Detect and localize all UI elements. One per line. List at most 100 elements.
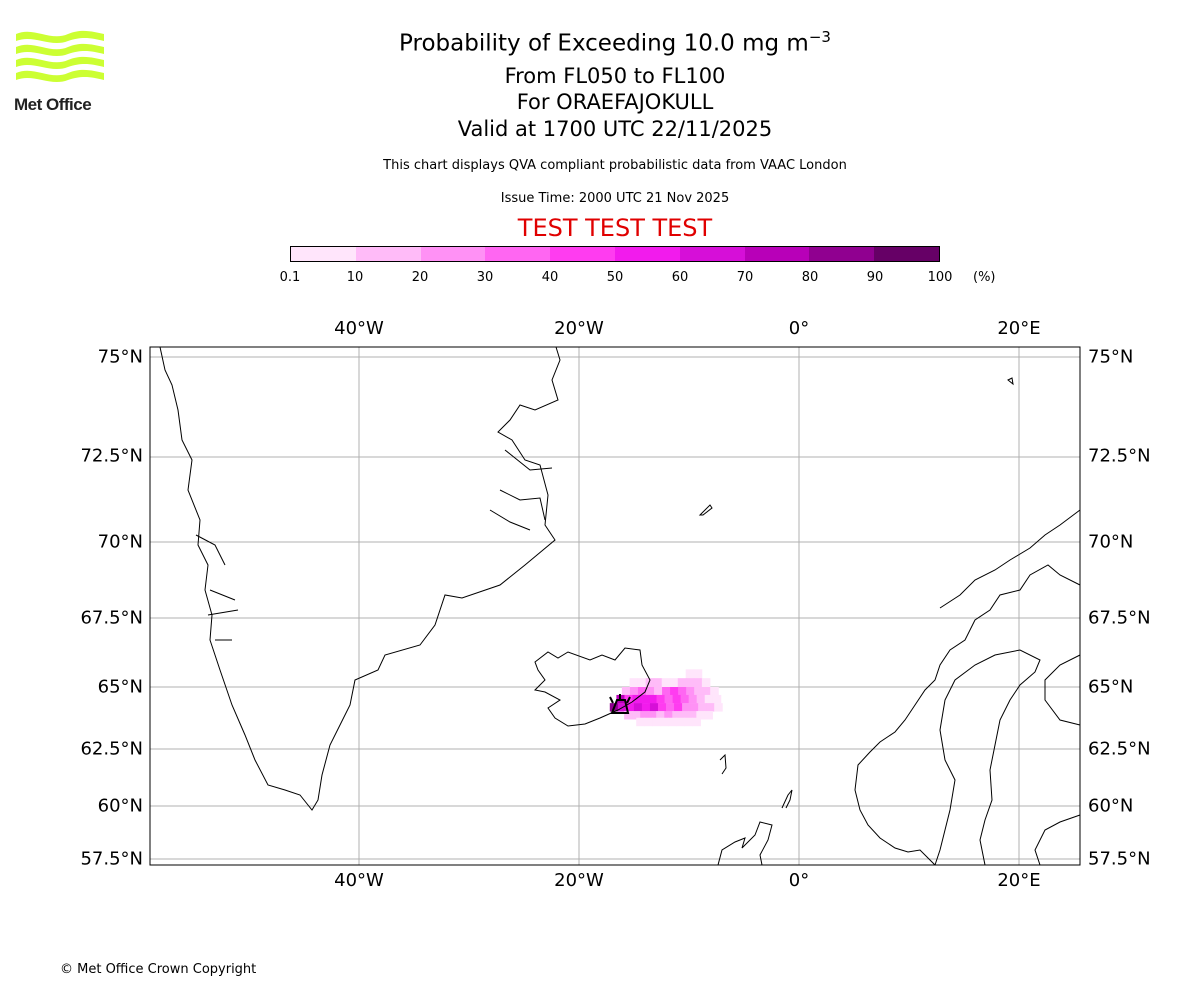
plume-cell [657, 703, 667, 712]
plume-cell [629, 687, 639, 696]
plume-cell [656, 711, 665, 720]
colorbar-tick-label: 10 [346, 270, 364, 285]
plume-cell [712, 694, 722, 704]
title-line-2: From FL050 to FL100 [504, 64, 726, 88]
colorbar-bin [355, 247, 421, 261]
colorbar-tick-label: 30 [476, 270, 494, 285]
plume-cell [714, 703, 723, 712]
title-superscript: −3 [808, 28, 831, 46]
plume-cell [685, 669, 695, 679]
colorbar-tick-label: 100 [927, 270, 953, 285]
plume-cell [637, 678, 647, 688]
colorbar-bin [614, 247, 680, 261]
colorbar-tick-label: 80 [801, 270, 819, 285]
colorbar-bin [874, 247, 939, 261]
title-line-3: For ORAEFAJOKULL [516, 90, 714, 114]
plume-cell [652, 717, 661, 727]
lat-label-left: 65°N [97, 676, 143, 698]
test-banner: TEST TEST TEST [517, 214, 713, 242]
colorbar-tick-label: 40 [541, 270, 559, 285]
plume-cell [704, 694, 714, 704]
coastlines [159, 346, 1081, 866]
colorbar-tick-label: 70 [736, 270, 754, 285]
coast-greenland-fjords [195, 449, 553, 641]
plume-cell [670, 687, 679, 696]
plume-cell [702, 687, 711, 696]
colorbar-unit: (%) [973, 270, 996, 285]
coast-bear-island [1007, 377, 1014, 386]
plume-cell [654, 687, 663, 696]
plume-cell [698, 703, 707, 712]
colorbar-tick-label: 90 [866, 270, 884, 285]
plume-cell [624, 711, 633, 720]
issue-time: Issue Time: 2000 UTC 21 Nov 2025 [500, 191, 730, 206]
plume-cell [685, 678, 695, 688]
plume-cell [641, 703, 651, 712]
colorbar-bin [809, 247, 875, 261]
lon-label-top: 0° [788, 318, 810, 339]
plume-cell [668, 717, 677, 727]
plume-cell [674, 703, 683, 712]
title-main: Probability of Exceeding 10.0 mg m [399, 30, 809, 57]
colorbar-bin [679, 247, 745, 261]
lat-label-right: 67.5°N [1088, 607, 1151, 629]
plume-cell [694, 687, 703, 696]
plume-cell [637, 687, 647, 696]
lat-label-left: 75°N [97, 346, 143, 368]
lat-label-right: 72.5°N [1088, 445, 1151, 467]
plume-cell [664, 694, 674, 704]
coast-sweden [934, 649, 1041, 866]
colorbar-bin [485, 247, 551, 261]
plume-cell [696, 694, 706, 704]
plume-cell [678, 687, 687, 696]
plume-cell [682, 703, 691, 712]
plume-cell [661, 678, 671, 688]
colorbar-bin [420, 247, 486, 261]
colorbar-tick-label: 50 [606, 270, 624, 285]
ash-probability-plume [609, 669, 723, 727]
plume-cell [677, 678, 687, 688]
lat-label-right: 62.5°N [1088, 738, 1151, 760]
plume-cell [645, 687, 655, 696]
plume-cell [686, 687, 695, 696]
copyright-footer: © Met Office Crown Copyright [60, 962, 257, 977]
plume-cell [625, 703, 635, 712]
plume-cell [669, 678, 679, 688]
coast-faroes [719, 753, 727, 775]
plume-cell [676, 717, 685, 727]
plume-cell [629, 678, 639, 688]
colorbar-tick-label: 60 [671, 270, 689, 285]
plume-cell [688, 711, 697, 720]
graticule [150, 347, 1080, 865]
plume-cell [653, 678, 663, 688]
plume-cell [649, 703, 659, 712]
lon-label-bottom: 20°E [997, 870, 1041, 891]
plume-cell [632, 711, 641, 720]
lat-label-right: 75°N [1088, 346, 1134, 368]
plume-cell [672, 694, 682, 704]
plume-cell [648, 694, 658, 704]
title-line-1: Probability of Exceeding 10.0 mg m−3 [0, 28, 1200, 57]
coast-finland [1034, 654, 1081, 866]
plume-cell [688, 694, 698, 704]
plume-cell [706, 703, 715, 712]
lat-label-right: 65°N [1088, 676, 1134, 698]
subtitle: This chart displays QVA compliant probab… [383, 158, 847, 173]
colorbar-bin [291, 247, 356, 261]
waves-icon [16, 30, 104, 83]
plume-cell [660, 717, 669, 727]
coast-iceland [533, 647, 651, 727]
colorbar-bin [744, 247, 810, 261]
plume-cell [692, 717, 701, 727]
plume-cell [684, 717, 693, 727]
coast-norway [854, 509, 1081, 866]
plume-cell [701, 678, 711, 688]
lat-label-right: 57.5°N [1088, 848, 1151, 870]
plume-cell [645, 678, 655, 688]
plume-cell [672, 711, 681, 720]
lat-label-right: 70°N [1088, 531, 1134, 553]
plume-cell [693, 669, 703, 679]
plume-cell [680, 711, 689, 720]
logo-text: Met Office [14, 95, 92, 114]
